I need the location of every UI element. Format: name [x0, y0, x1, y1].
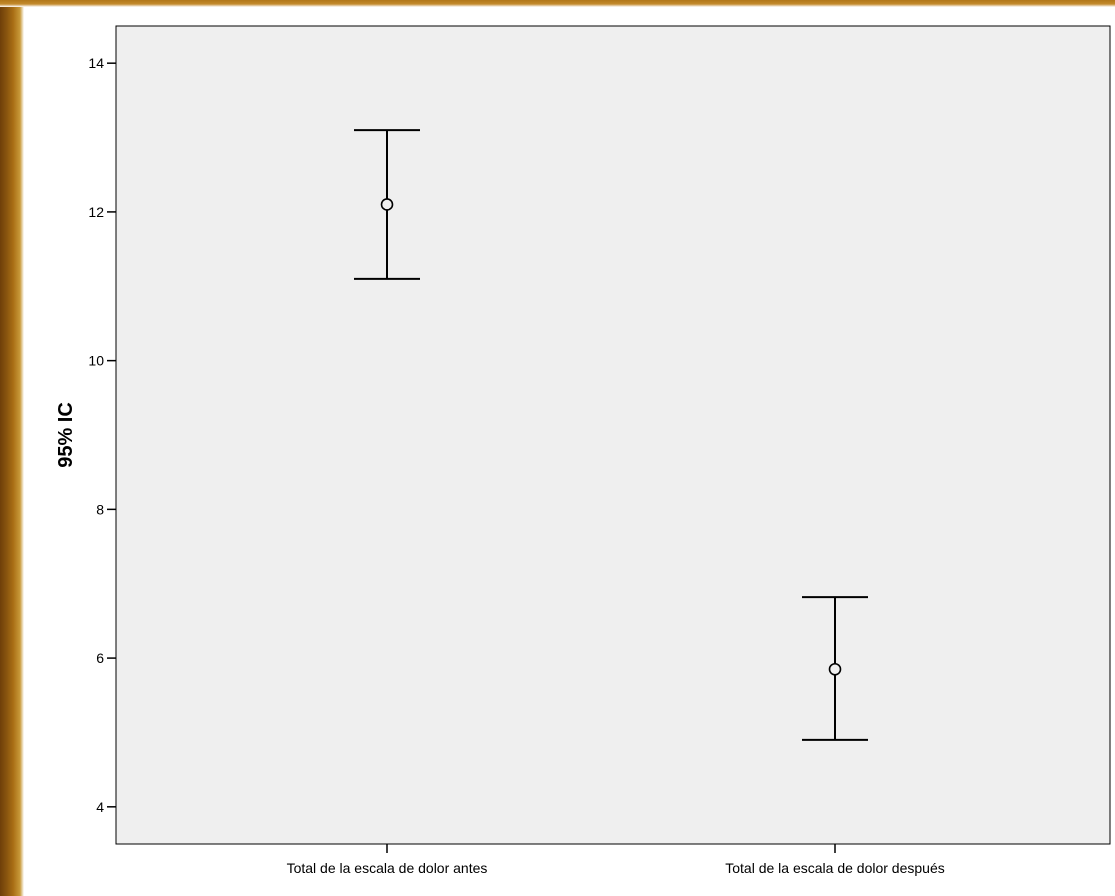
y-tick-label: 10 — [88, 353, 104, 369]
x-axis-ticks: Total de la escala de dolor antes Total d… — [287, 844, 945, 876]
errorbar-marks — [354, 129, 868, 741]
x-category-label: Total de la escala de dolor antes — [287, 860, 488, 876]
y-tick-label: 8 — [96, 501, 104, 517]
x-category-label: Total de la escala de dolor después — [725, 860, 944, 876]
frame-top-border — [0, 0, 1115, 7]
y-axis-ticks: 4 6 8 10 12 14 — [88, 55, 116, 815]
y-tick-label: 6 — [96, 650, 104, 666]
plot-area — [115, 25, 1111, 845]
mean-point — [828, 662, 842, 676]
mean-point — [380, 198, 394, 211]
y-tick-label: 4 — [96, 799, 104, 815]
y-axis-label: 95% IC — [55, 402, 77, 468]
y-tick-label: 12 — [88, 204, 104, 220]
y-tick-label: 14 — [88, 55, 104, 71]
